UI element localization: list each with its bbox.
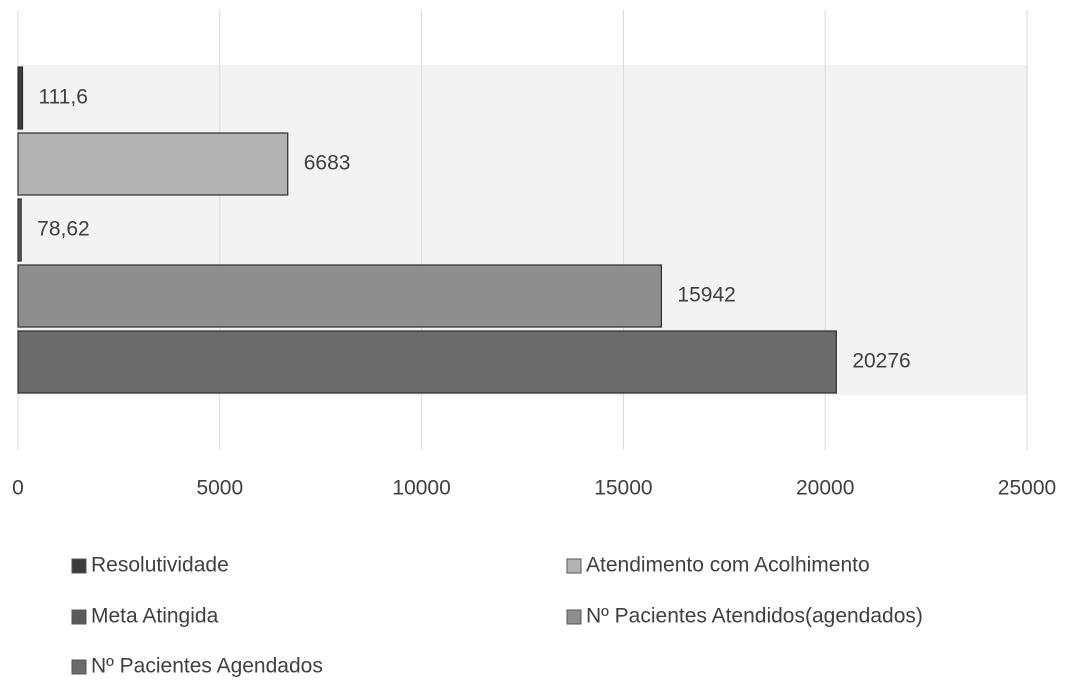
legend-label: Resolutividade: [91, 554, 229, 577]
legend-label: Meta Atingida: [91, 605, 219, 628]
x-tick-label: 15000: [594, 477, 652, 500]
bar: [17, 132, 289, 196]
x-tick-label: 5000: [196, 477, 243, 500]
x-tick-label: 10000: [392, 477, 450, 500]
bar: [17, 198, 22, 262]
data-label: 20276: [852, 350, 910, 373]
x-tick-label: 0: [12, 477, 24, 500]
legend-label: Nº Pacientes Agendados: [91, 655, 323, 678]
data-label: 111,6: [39, 86, 88, 109]
legend-swatch: [566, 609, 582, 625]
bar: [17, 264, 663, 328]
x-tick-label: 25000: [998, 477, 1056, 500]
legend-swatch: [566, 558, 582, 574]
data-label: 6683: [304, 152, 351, 175]
legend-swatch: [71, 659, 87, 675]
legend-label: Atendimento com Acolhimento: [586, 554, 870, 577]
bar: [17, 330, 837, 394]
legend-label: Nº Pacientes Atendidos(agendados): [586, 605, 923, 628]
legend-swatch: [71, 609, 87, 625]
bar: [17, 66, 24, 130]
data-label: 78,62: [37, 218, 90, 241]
legend-swatch: [71, 558, 87, 574]
data-label: 15942: [677, 284, 735, 307]
x-tick-label: 20000: [796, 477, 854, 500]
